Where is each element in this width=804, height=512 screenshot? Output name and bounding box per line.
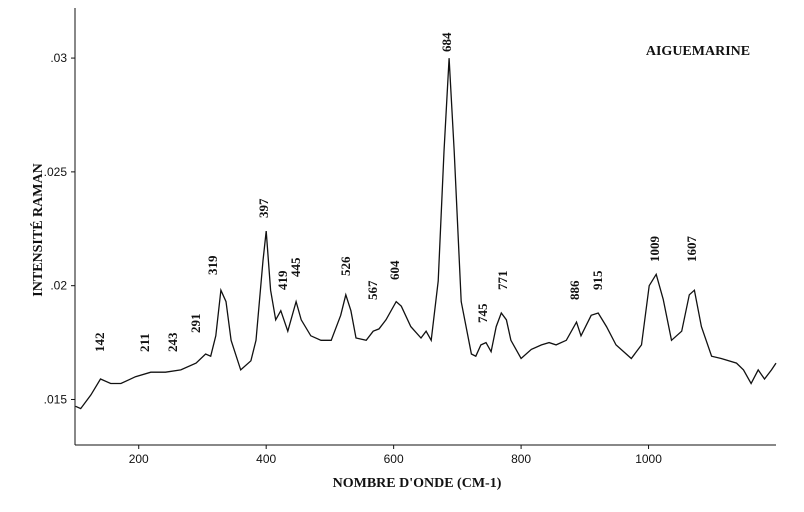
- x-tick-label: 800: [511, 452, 531, 466]
- x-tick-label: 400: [256, 452, 276, 466]
- peak-label: 211: [137, 333, 152, 352]
- peak-label: 684: [439, 32, 454, 52]
- peak-label: 771: [495, 271, 510, 291]
- peak-label: 1607: [684, 236, 699, 263]
- y-tick-label: .02: [50, 279, 67, 293]
- peak-label: 319: [205, 255, 220, 275]
- peak-label: 604: [387, 260, 402, 280]
- x-tick-label: 200: [129, 452, 149, 466]
- chart-title: AIGUEMARINE: [646, 44, 750, 59]
- peak-label: 915: [590, 270, 605, 290]
- y-tick-label: .025: [44, 165, 68, 179]
- x-tick-label: 1000: [635, 452, 662, 466]
- y-tick-label: .015: [44, 392, 68, 406]
- peak-label: 445: [288, 257, 303, 277]
- y-tick-label: .03: [50, 51, 67, 65]
- x-axis-label: NOMBRE D'ONDE (CM-1): [333, 476, 502, 491]
- peak-label: 243: [165, 332, 180, 352]
- peak-label: 397: [256, 198, 271, 218]
- peak-label: 526: [338, 256, 353, 276]
- x-tick-label: 600: [384, 452, 404, 466]
- peak-label: 419: [275, 270, 290, 290]
- peak-label: 142: [92, 333, 107, 353]
- peak-label: 1009: [647, 236, 662, 263]
- y-axis-label: INTENSITÉ RAMAN: [29, 163, 46, 296]
- peak-label: 745: [475, 303, 490, 323]
- spectrum-line: [75, 58, 777, 410]
- peak-label: 886: [567, 280, 582, 300]
- peak-label: 291: [188, 314, 203, 334]
- peak-label: 567: [365, 280, 380, 300]
